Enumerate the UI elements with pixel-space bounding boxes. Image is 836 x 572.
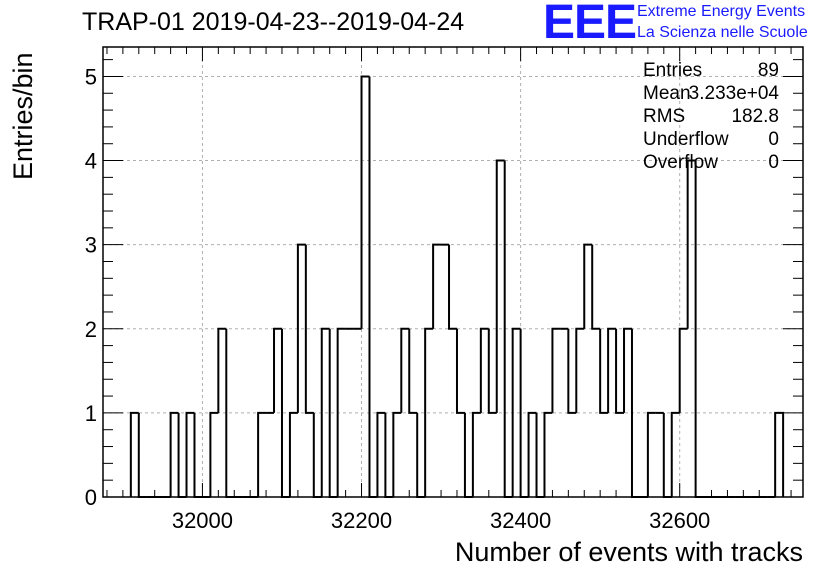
y-tick-label: 2 [85,317,97,342]
histogram-bin [686,159,696,329]
stat-value: 0 [768,129,779,150]
histogram-bin [392,411,402,497]
histogram-bin [312,412,322,498]
histogram-bin [487,328,497,414]
histogram-bin [448,244,457,330]
y-axis-label: Entries/bin [8,52,38,180]
logo-line-2: La Scienza nelle Scuole [637,24,808,41]
histogram-bin [336,327,346,497]
histogram-bin [575,327,585,413]
stat-label: Overflow [643,152,718,173]
x-tick-label: 32200 [331,508,392,533]
histogram-bin [416,412,426,498]
histogram-bin [193,412,203,498]
stat-value: 89 [757,60,779,81]
x-tick-label: 32000 [172,508,233,533]
tick-labels: 32000 32200 32400 32600 0 1 2 3 4 5 [85,64,711,533]
histogram-bin [662,412,672,498]
histogram-bin [670,411,680,497]
histogram-bin [551,327,561,413]
histogram-bin [615,328,625,414]
histogram-bin [424,327,434,497]
histogram-bin [257,411,267,497]
y-tick-label: 3 [85,233,97,258]
chart-title: TRAP-01 2019-04-23--2019-04-24 [82,8,465,36]
histogram-bin [137,412,147,498]
histogram-bin [273,327,282,413]
histogram-bin [169,411,179,497]
histogram-bin [495,159,505,413]
histogram-bin [400,327,410,413]
histogram-bin [455,328,465,414]
stat-label: Mean [643,83,691,104]
stat-label: Underflow [643,129,729,150]
histogram-bin [543,411,553,497]
y-tick-label: 1 [85,401,97,426]
histogram-bin [209,411,219,497]
histogram-bin [591,244,601,330]
stat-label: Entries [643,60,703,81]
histogram-bin [304,244,314,414]
histogram-bin [185,411,195,497]
eee-logo: EEE [543,0,637,49]
histogram-bin [527,411,537,497]
histogram-bin [583,243,593,329]
histogram-bin [623,327,632,413]
histogram-bin [471,411,481,497]
y-tick-label: 4 [85,149,97,174]
histogram-bin [567,328,577,414]
histogram-bin [774,411,785,497]
x-axis-label: Number of events with tracks [454,537,803,567]
histogram-bin [511,327,521,497]
histogram-bin [384,412,394,498]
axes-frame [102,46,804,498]
logo-line-1: Extreme Energy Events [637,3,806,20]
histogram-bin [599,328,609,414]
stat-value: 3.233e+04 [688,83,779,104]
histogram-bin [376,411,386,497]
y-tick-label: 5 [85,64,97,89]
stat-label: RMS [643,106,686,127]
histogram-bin [129,411,139,497]
histogram-bin [463,412,473,498]
grid-lines [103,47,803,497]
histogram-bin [432,243,442,329]
histogram-bin [678,327,688,413]
x-tick-label: 32400 [490,508,551,533]
histogram-bin [320,327,330,497]
x-tick-label: 32600 [649,508,710,533]
histogram-bin [368,76,378,498]
histogram-bin [479,327,489,413]
stat-value: 0 [768,152,779,173]
stat-value: 182.8 [731,106,779,127]
histogram-bin [607,327,617,413]
histogram-bin [646,411,656,497]
histogram-bin [177,412,187,498]
axis-ticks [103,47,803,498]
histogram-bin [217,327,227,413]
y-tick-label: 0 [85,485,97,510]
histogram-bin [408,328,418,414]
plot-frame [102,46,804,498]
histogram-bin [296,243,306,413]
histogram-bin [535,412,545,498]
histogram-bin [288,411,298,497]
histogram-bin [360,75,370,329]
